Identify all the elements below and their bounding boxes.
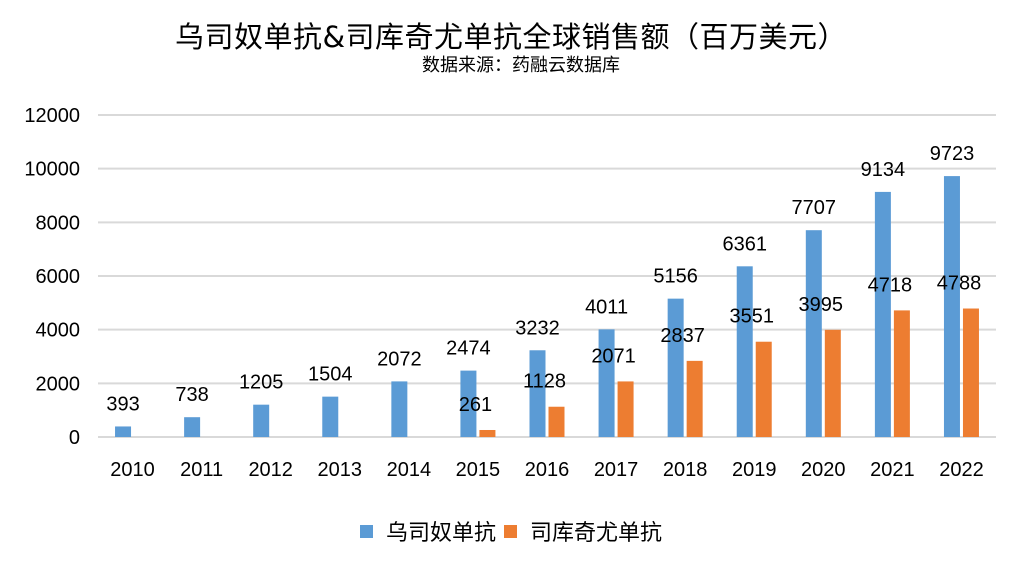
bar-ustekinumab [529, 350, 546, 437]
data-label-secukinumab: 3995 [799, 294, 844, 316]
x-tick-label: 2014 [387, 459, 432, 481]
bar-ustekinumab [322, 396, 339, 437]
bar-ustekinumab [460, 370, 477, 437]
y-tick-label: 10000 [24, 159, 80, 181]
x-tick-label: 2022 [939, 459, 984, 481]
x-tick-label: 2017 [594, 459, 639, 481]
data-label-secukinumab: 3551 [729, 306, 774, 328]
data-label-secukinumab: 1128 [523, 371, 566, 393]
bar-secukinumab [962, 308, 979, 437]
legend: 乌司奴单抗 司库奇尤单抗 [0, 515, 1022, 547]
bar-secukinumab [686, 360, 703, 437]
y-tick-label: 0 [69, 427, 80, 449]
legend-label-secukinumab: 司库奇尤单抗 [530, 521, 663, 546]
x-tick-label: 2010 [110, 459, 155, 481]
data-label-ustekinumab: 2072 [377, 348, 422, 370]
x-tick-label: 2019 [732, 459, 777, 481]
bar-ustekinumab [184, 417, 201, 437]
x-tick-label: 2021 [870, 459, 915, 481]
data-label-ustekinumab: 9723 [930, 143, 975, 165]
data-label-ustekinumab: 393 [106, 393, 139, 415]
data-label-ustekinumab: 7707 [792, 197, 837, 219]
bar-secukinumab [755, 341, 772, 437]
bar-secukinumab [548, 406, 565, 437]
data-label-ustekinumab: 5156 [653, 266, 698, 288]
y-tick-label: 4000 [36, 320, 81, 342]
y-tick-label: 8000 [36, 212, 81, 234]
data-label-secukinumab: 4718 [868, 274, 913, 296]
data-label-ustekinumab: 738 [175, 384, 208, 406]
legend-item-secukinumab: 司库奇尤单抗 [504, 515, 662, 547]
y-tick-label: 12000 [24, 105, 80, 127]
data-label-ustekinumab: 6361 [722, 233, 767, 255]
bar-ustekinumab [943, 176, 960, 438]
bar-ustekinumab [115, 426, 132, 437]
bar-secukinumab [479, 429, 496, 437]
chart-title: 乌司奴单抗&司库奇尤单抗全球销售额（百万美元） [174, 20, 848, 54]
legend-swatch-secukinumab [504, 524, 517, 538]
y-axis-ticks: 0 2000 4000 6000 8000 10000 12000 [24, 105, 80, 449]
bar-secukinumab [617, 381, 634, 437]
data-label-secukinumab: 4788 [937, 273, 982, 295]
x-tick-label: 2012 [248, 459, 293, 481]
x-tick-label: 2020 [801, 459, 846, 481]
y-tick-label: 6000 [36, 266, 81, 288]
x-tick-label: 2016 [525, 459, 570, 481]
legend-swatch-ustekinumab [359, 524, 373, 538]
x-tick-label: 2011 [180, 459, 223, 481]
legend-item-ustekinumab: 乌司奴单抗 [359, 515, 496, 547]
x-axis-ticks: 2010 2011 2012 2013 2014 2015 2016 2017 2018 2019… [110, 459, 983, 481]
data-label-secukinumab: 261 [459, 394, 492, 416]
bar-secukinumab [893, 310, 910, 437]
bar-ustekinumab [391, 381, 408, 437]
x-tick-label: 2015 [456, 459, 501, 481]
data-label-ustekinumab: 1504 [308, 364, 353, 386]
y-tick-label: 2000 [36, 373, 81, 395]
chart-subtitle: 数据来源：药融云数据库 [422, 55, 620, 76]
data-label-secukinumab: 2071 [591, 345, 636, 367]
bar-ustekinumab [874, 191, 891, 437]
bars [115, 176, 979, 438]
data-label-ustekinumab: 3232 [515, 317, 560, 339]
data-label-ustekinumab: 1205 [239, 372, 284, 394]
bar-secukinumab [824, 329, 841, 437]
bar-ustekinumab [736, 266, 753, 437]
bar-ustekinumab [598, 329, 615, 437]
bar-ustekinumab [667, 298, 684, 437]
data-label-ustekinumab: 2474 [446, 338, 491, 360]
legend-label-ustekinumab: 乌司奴单抗 [385, 521, 496, 546]
gridlines [98, 114, 996, 438]
data-label-ustekinumab: 4011 [585, 296, 628, 318]
bar-ustekinumab [805, 230, 822, 437]
data-labels: 393 738 1205 1504 2072 2474 261 3232 1128 4011 207… [106, 143, 981, 416]
data-label-secukinumab: 2837 [660, 325, 705, 347]
x-tick-label: 2013 [318, 459, 363, 481]
bar-ustekinumab [253, 404, 270, 437]
x-tick-label: 2018 [663, 459, 708, 481]
data-label-ustekinumab: 9134 [861, 159, 906, 181]
